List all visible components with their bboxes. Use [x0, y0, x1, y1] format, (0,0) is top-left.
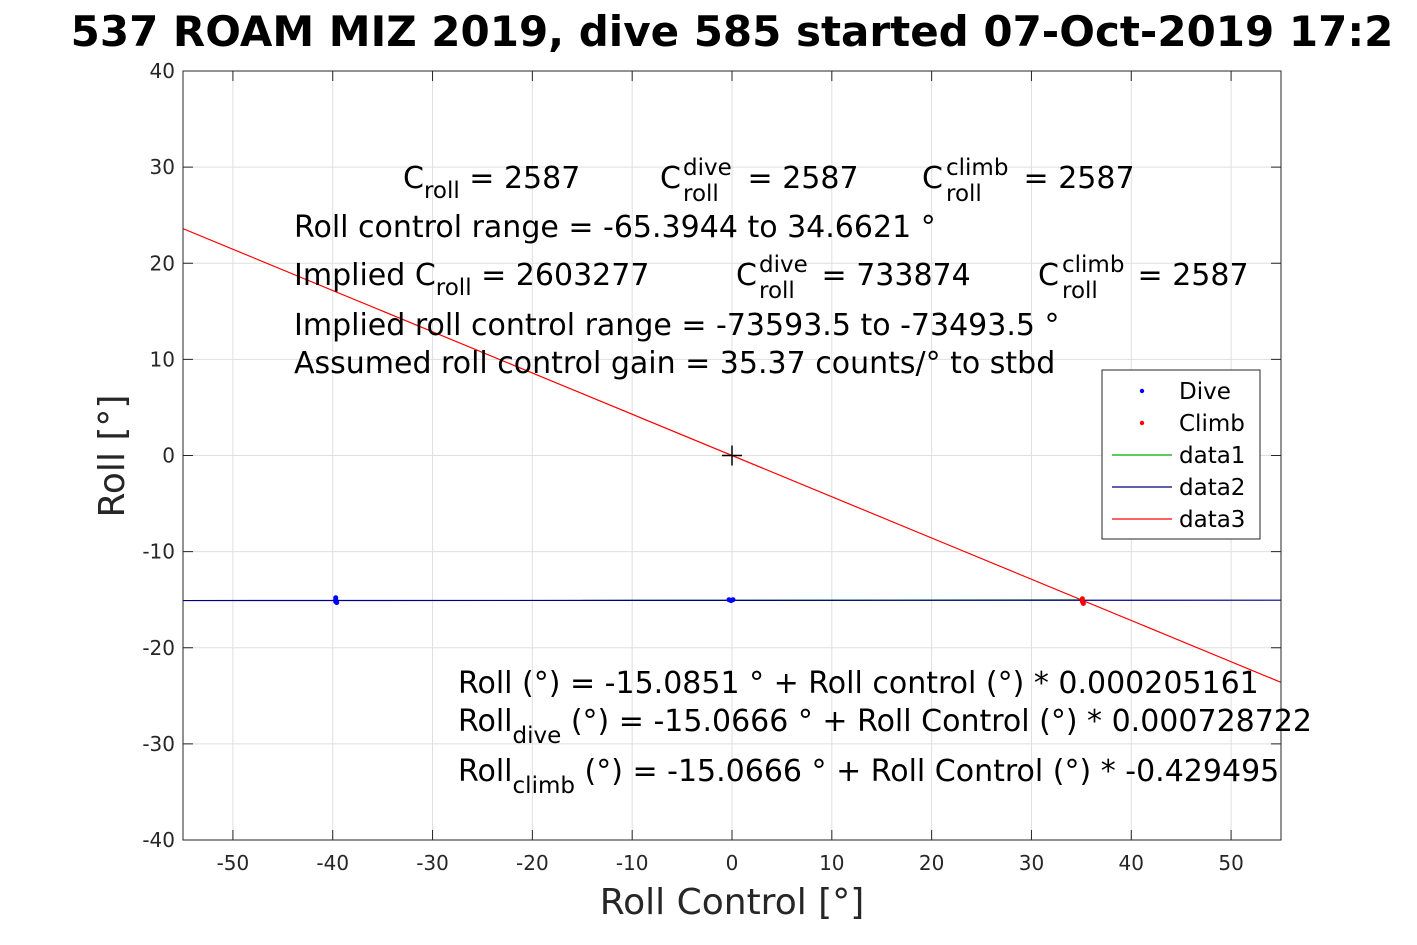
implied-c-roll-line: Implied Croll = 2603277 Cdive roll = 7338… [294, 252, 1249, 304]
assumed-gain: Assumed roll control gain = 35.37 counts… [294, 346, 1055, 381]
y-tick-label: 30 [150, 155, 175, 179]
plot-frame [182, 70, 1282, 841]
series-climb-point [1080, 601, 1086, 607]
legend-data3-label: data3 [1179, 507, 1245, 533]
x-tick-label: -50 [217, 851, 250, 875]
x-tick-label: 0 [726, 851, 739, 875]
series-dive-point [730, 597, 736, 603]
implied-roll-control-range: Implied roll control range = -73593.5 to… [294, 308, 1060, 343]
series-dive-point [334, 600, 340, 606]
fit-climb: Rollclimb (°) = -15.0666 ° + Roll Contro… [458, 754, 1279, 799]
legend-dive-swatch [1139, 388, 1145, 394]
legend-data2-label: data2 [1179, 475, 1245, 501]
y-tick-label: 10 [150, 347, 175, 371]
x-tick-label: 20 [919, 851, 944, 875]
y-tick-label: 0 [162, 444, 175, 468]
fit-all: Roll (°) = -15.0851 ° + Roll control (°)… [458, 666, 1259, 701]
x-axis-label: Roll Control [°] [600, 882, 865, 923]
roll-control-range: Roll control range = -65.3944 to 34.6621… [294, 210, 936, 245]
x-tick-label: -20 [516, 851, 549, 875]
y-axis-label: Roll [°] [92, 395, 133, 518]
x-tick-label: 40 [1119, 851, 1144, 875]
y-tick-label: -40 [142, 828, 175, 852]
x-tick-label: -10 [616, 851, 649, 875]
legend: Dive Climb data1 data2 data3 [1101, 369, 1261, 540]
x-tick-label: -40 [316, 851, 349, 875]
y-tick-label: -10 [142, 540, 175, 564]
fit-dive: Rolldive (°) = -15.0666 ° + Roll Control… [458, 704, 1312, 749]
x-tick-label: 50 [1218, 851, 1243, 875]
y-tick-label: -30 [142, 732, 175, 756]
legend-climb-label: Climb [1179, 411, 1245, 437]
axis-ticks: -50 -40 -30 -20 -10 0 10 20 30 40 50 -40 -30 -20 -10 0 1… [142, 59, 1281, 875]
legend-dive-label: Dive [1179, 379, 1231, 405]
y-tick-label: -20 [142, 636, 175, 660]
origin-marker [722, 445, 742, 466]
chart-title: 537 ROAM MIZ 2019, dive 585 started 07-O… [71, 7, 1394, 56]
x-tick-label: -30 [416, 851, 449, 875]
y-tick-label: 20 [150, 251, 175, 275]
legend-data1-label: data1 [1179, 443, 1245, 469]
legend-climb-swatch [1139, 420, 1145, 426]
y-tick-label: 40 [150, 59, 175, 83]
x-tick-label: 10 [819, 851, 844, 875]
x-tick-label: 30 [1019, 851, 1044, 875]
